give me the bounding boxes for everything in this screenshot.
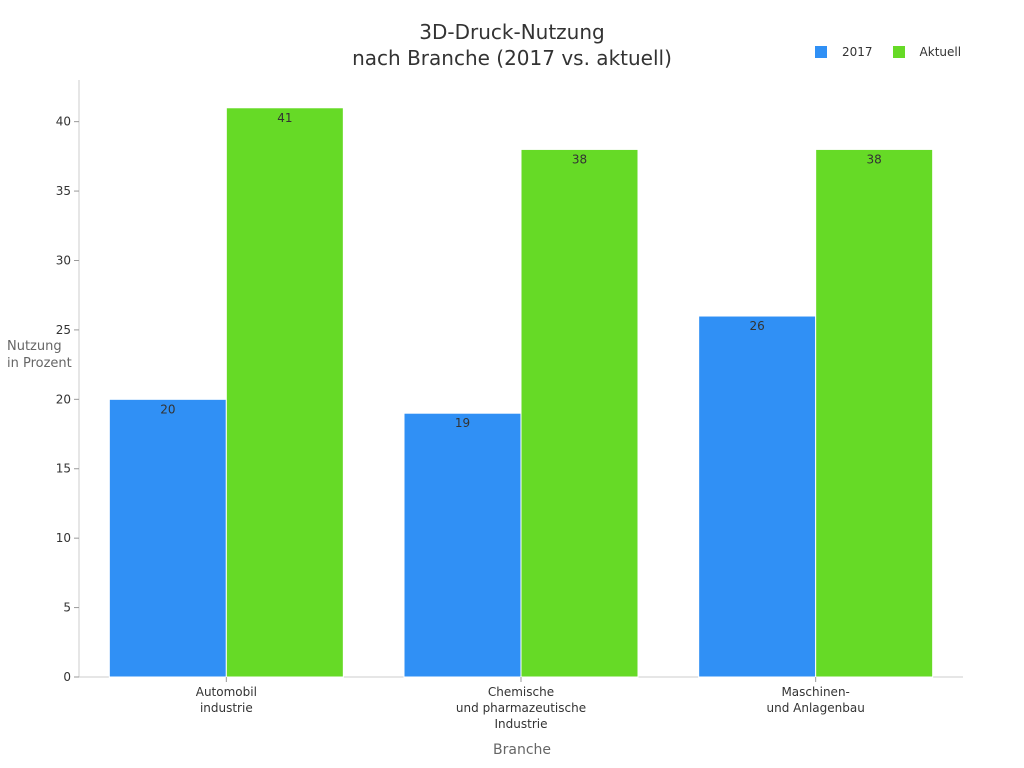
bar-aktuell-2	[815, 148, 934, 678]
y-tick-label-30: 30	[56, 253, 71, 267]
bar-aktuell-1	[520, 148, 639, 678]
data-label-aktuell-0: 41	[277, 111, 292, 125]
y-tick-label-15: 15	[56, 462, 71, 476]
x-tick-label-2-1: und Anlagenbau	[767, 701, 865, 715]
chart-title-line-2: nach Branche (2017 vs. aktuell)	[352, 46, 672, 70]
legend-label-aktuell: Aktuell	[919, 45, 962, 59]
y-tick-label-5: 5	[63, 601, 71, 615]
data-label-aktuell-1: 38	[572, 152, 587, 166]
legend-swatch-2017	[815, 46, 827, 58]
legend: 2017 Aktuell	[815, 45, 961, 59]
bar-2017-0	[108, 398, 227, 678]
data-label-2017-1: 19	[455, 416, 470, 430]
y-tick-label-25: 25	[56, 323, 71, 337]
x-tick-label-1-0: Chemische	[488, 685, 554, 699]
data-label-2017-0: 20	[160, 402, 175, 416]
legend-swatch-aktuell	[892, 46, 905, 58]
bar-2017-2	[698, 315, 817, 678]
x-tick-label-0-0: Automobil	[196, 685, 257, 699]
data-label-aktuell-2: 38	[867, 152, 882, 166]
y-tick-label-20: 20	[56, 392, 71, 406]
x-tick-label-2-0: Maschinen-	[781, 685, 849, 699]
legend-item-2017[interactable]: 2017	[815, 45, 873, 59]
y-tick-label-0: 0	[63, 670, 71, 684]
y-tick-label-10: 10	[56, 531, 71, 545]
x-tick-label-0-1: industrie	[200, 701, 253, 715]
data-label-2017-2: 26	[750, 319, 765, 333]
chart-title-line-1: 3D-Druck-Nutzung	[419, 20, 605, 44]
y-tick-label-40: 40	[56, 115, 71, 129]
x-axis-title: Branche	[493, 742, 551, 758]
x-tick-label-1-2: Industrie	[495, 717, 548, 731]
bar-2017-1	[403, 412, 522, 678]
legend-item-aktuell[interactable]: Aktuell	[892, 45, 962, 59]
legend-label-2017: 2017	[842, 45, 873, 59]
y-tick-label-35: 35	[56, 184, 71, 198]
bar-aktuell-0	[225, 107, 344, 678]
x-tick-label-1-1: und pharmazeutische	[456, 701, 586, 715]
